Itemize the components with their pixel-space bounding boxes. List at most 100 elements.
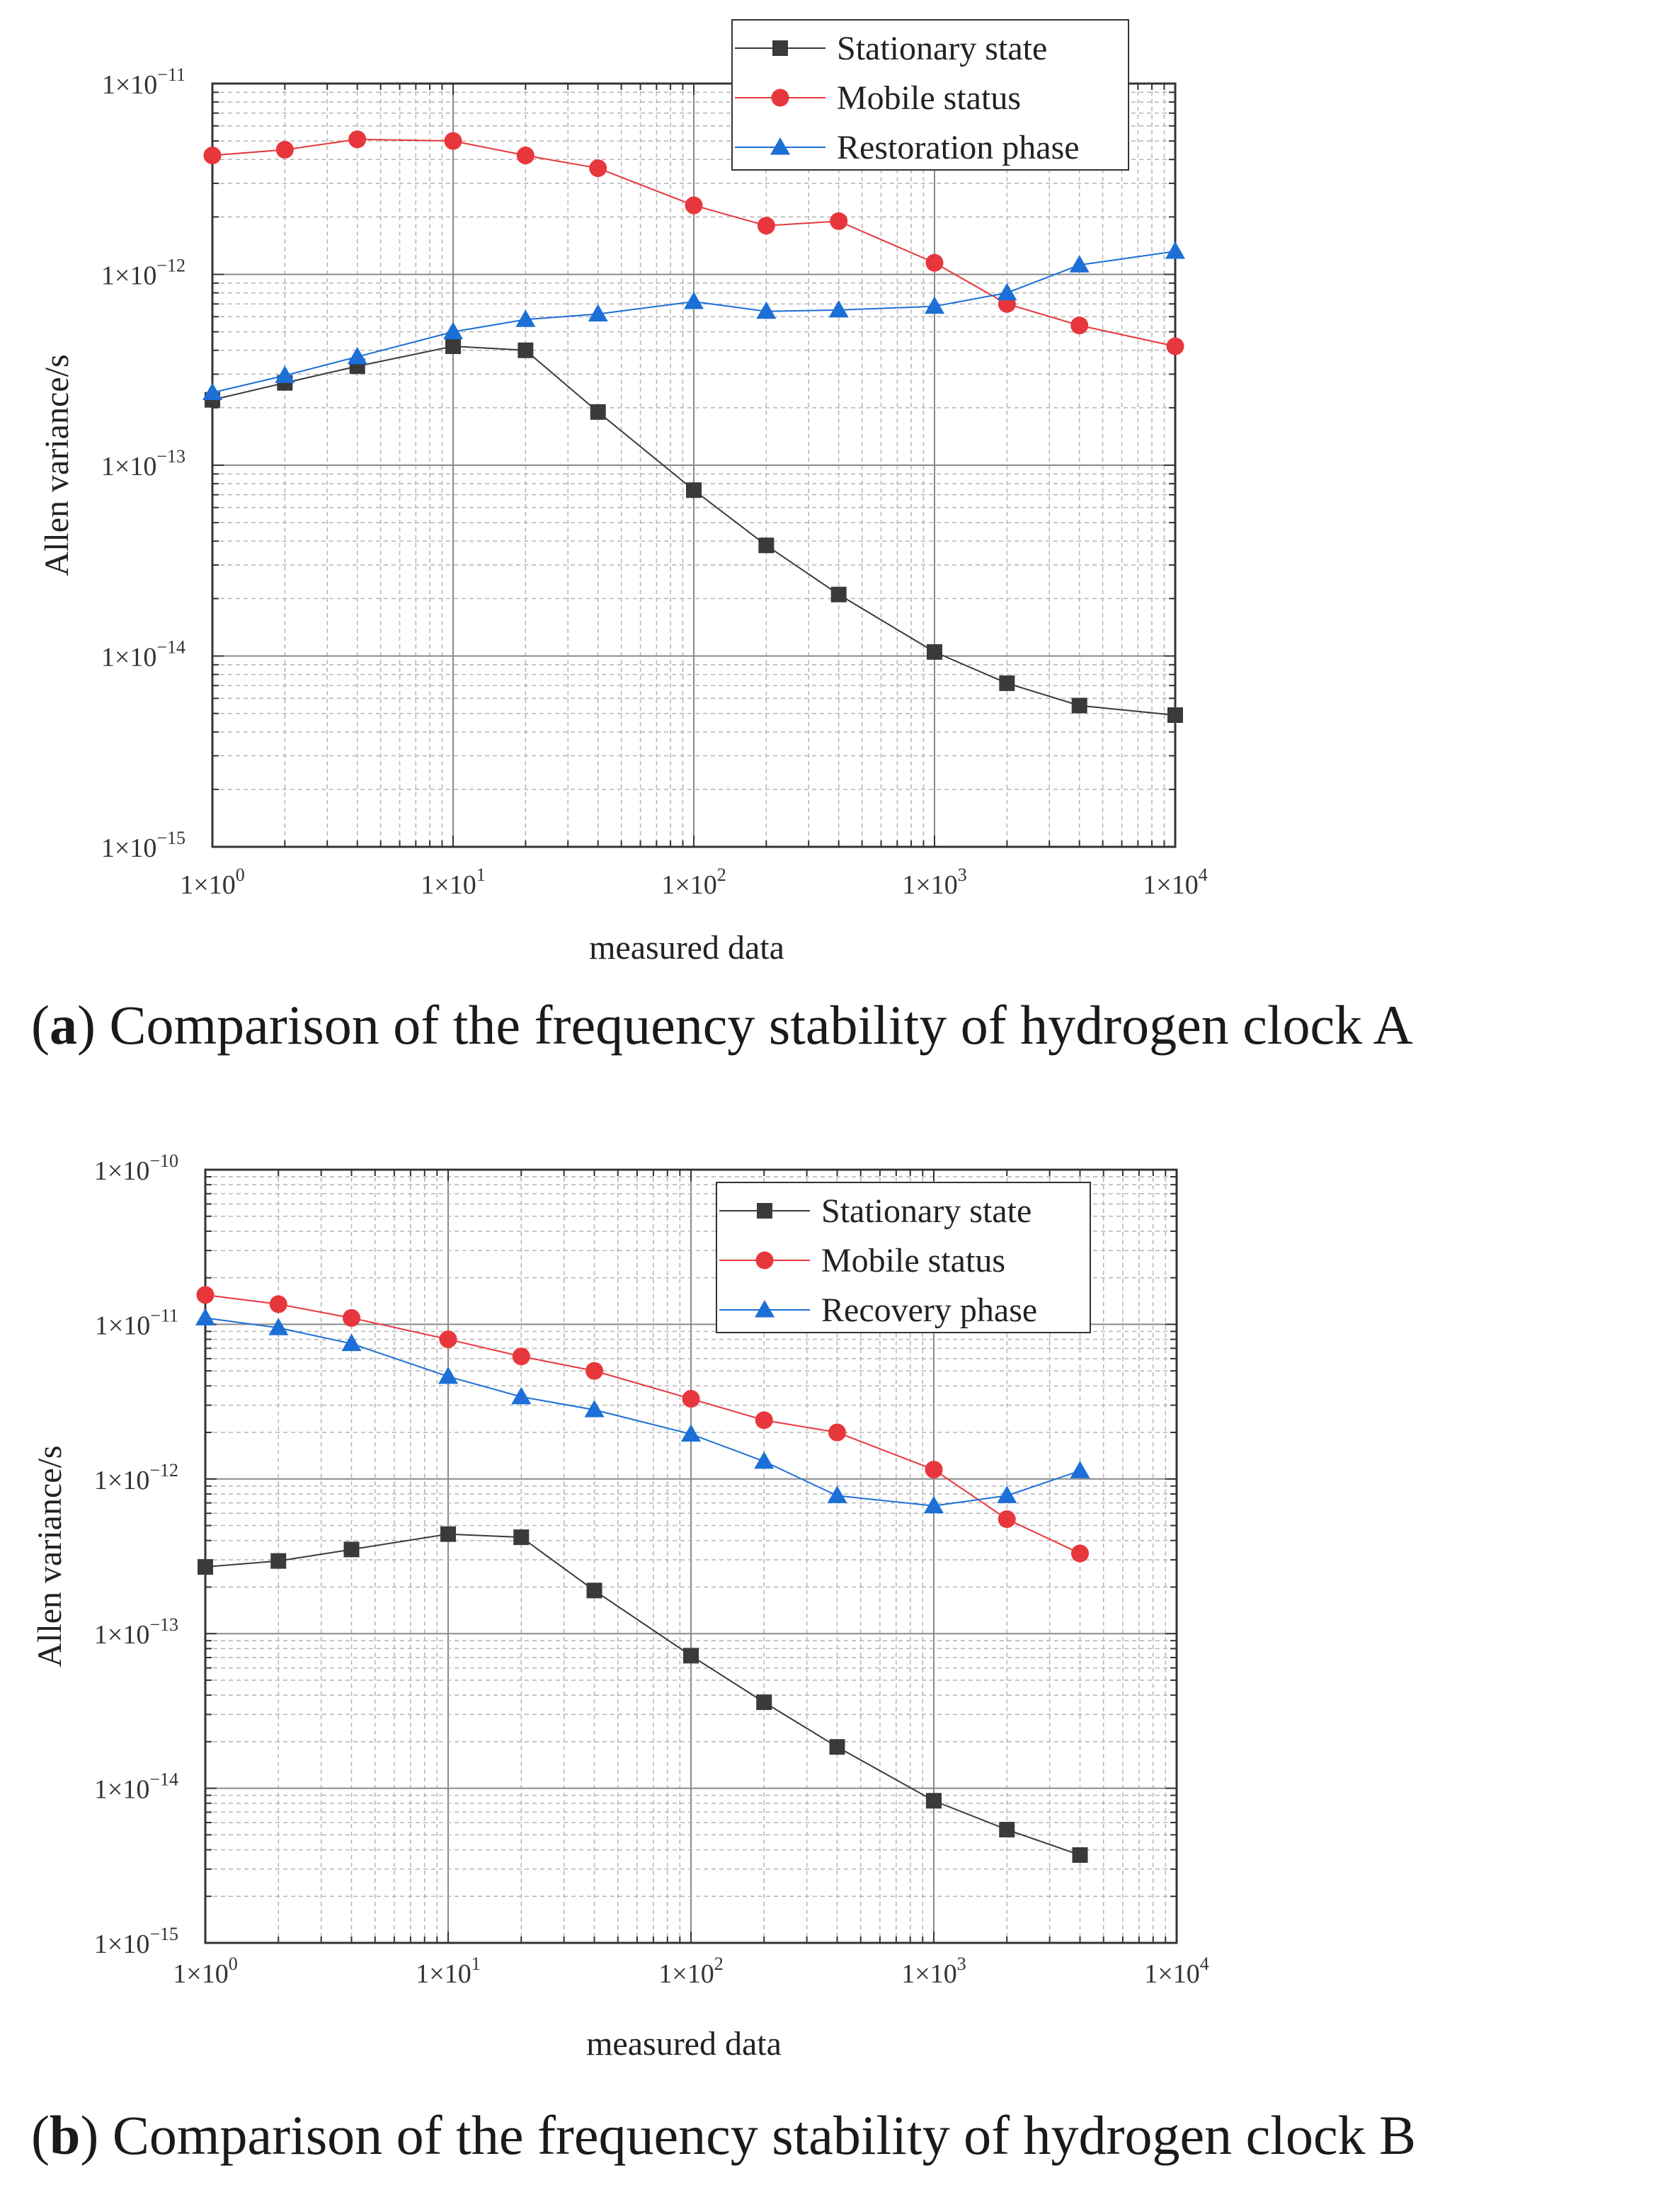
data-point-b-1: [682, 1390, 700, 1408]
data-point-b-0: [683, 1648, 699, 1664]
data-point-a-2: [275, 365, 295, 383]
x-tick-label-b: 1×103: [901, 1954, 966, 1989]
data-point-b-0: [829, 1739, 845, 1755]
chart-b: 1×100 1×101 1×102 1×103 1×104 1×10−10 1×10−11 1…: [31, 1151, 1209, 2063]
x-tick-label-a: 1×100: [180, 865, 244, 900]
data-point-a-0: [927, 644, 942, 660]
data-point-b-0: [270, 1553, 287, 1569]
legend-label-b-1: Mobile status: [821, 1242, 1005, 1279]
caption-b: (b) Comparison of the frequency stabilit…: [31, 2104, 1417, 2166]
legend-label-a-1: Mobile status: [837, 79, 1021, 117]
data-point-b-1: [828, 1423, 847, 1442]
y-tick-label-a: 1×10−13: [101, 446, 185, 481]
x-tick-label-a: 1×103: [902, 865, 966, 900]
data-point-a-1: [685, 196, 703, 215]
series-line-b-0: [205, 1533, 1080, 1856]
x-tick-label-b: 1×100: [173, 1954, 237, 1989]
data-point-b-0: [926, 1793, 942, 1809]
legend-box-b: [716, 1182, 1091, 1333]
y-tick-label-a: 1×10−15: [101, 828, 185, 863]
data-point-a-2: [588, 304, 608, 321]
legend-marker-a-0: [772, 40, 788, 56]
data-point-a-2: [347, 346, 367, 365]
data-point-b-1: [343, 1308, 361, 1327]
data-point-a-2: [997, 283, 1017, 301]
data-point-b-1: [925, 1461, 943, 1479]
data-point-a-0: [686, 482, 702, 498]
series-b-2: [195, 1308, 1090, 1514]
x-tick-label-b: 1×101: [416, 1954, 480, 1989]
data-point-b-2: [195, 1308, 215, 1325]
legend-label-a-0: Stationary state: [837, 30, 1047, 67]
data-point-b-0: [343, 1541, 360, 1558]
legend-label-b-2: Recovery phase: [821, 1291, 1037, 1329]
series-a-2: [202, 241, 1185, 401]
y-tick-label-b: 1×10−10: [94, 1151, 178, 1186]
data-point-b-0: [440, 1526, 456, 1542]
data-point-b-1: [1071, 1544, 1090, 1563]
x-tick-label-a: 1×102: [661, 865, 726, 900]
series-a-1: [203, 130, 1184, 355]
data-point-b-0: [513, 1529, 530, 1546]
chart-a: 1×100 1×101 1×102 1×103 1×104 1×10−11 1×10−12 1…: [38, 19, 1208, 966]
data-point-b-1: [512, 1347, 530, 1366]
data-point-b-0: [198, 1558, 213, 1575]
data-point-b-0: [756, 1694, 772, 1711]
data-point-b-2: [438, 1367, 458, 1384]
legend-marker-a-1: [771, 89, 789, 107]
data-point-a-0: [590, 404, 606, 420]
axis-ticks-a: [212, 83, 1176, 848]
data-point-a-1: [589, 159, 607, 178]
data-point-b-1: [998, 1510, 1016, 1529]
data-point-b-1: [439, 1330, 457, 1349]
x-tick-label-a: 1×101: [421, 865, 485, 900]
data-point-b-2: [1070, 1461, 1090, 1478]
data-point-a-2: [443, 321, 463, 340]
y-axis-label-b: Allen variance/s: [31, 1445, 69, 1667]
legend-b: Stationary state Mobile status Recovery ph…: [716, 1182, 1091, 1333]
series-b-1: [196, 1286, 1090, 1563]
data-point-a-0: [830, 586, 847, 603]
series-line-b-1: [205, 1294, 1080, 1554]
legend-marker-b-1: [755, 1251, 774, 1270]
caption-b-label: b: [49, 2104, 81, 2166]
data-point-b-2: [997, 1485, 1017, 1503]
data-point-a-2: [1069, 255, 1090, 273]
data-point-b-0: [999, 1822, 1015, 1838]
data-point-a-2: [1165, 241, 1185, 259]
x-axis-label-b: measured data: [586, 2025, 782, 2063]
data-point-b-0: [586, 1582, 602, 1599]
data-point-a-1: [925, 253, 944, 272]
caption-b-text: Comparison of the frequency stability of…: [112, 2104, 1417, 2166]
data-point-a-1: [275, 140, 294, 159]
legend-label-b-0: Stationary state: [821, 1192, 1032, 1230]
y-axis-label-a: Allen variance/s: [38, 354, 76, 576]
data-point-b-2: [341, 1333, 362, 1352]
data-point-a-1: [830, 212, 848, 230]
data-point-a-2: [828, 300, 849, 318]
y-tick-label-b: 1×10−15: [94, 1924, 178, 1959]
data-point-a-0: [1071, 697, 1087, 714]
x-tick-label-a: 1×104: [1143, 865, 1207, 900]
x-axis-label-a: measured data: [589, 929, 784, 966]
data-point-a-1: [348, 130, 367, 149]
data-point-b-2: [511, 1386, 532, 1405]
series-line-b-2: [205, 1317, 1080, 1507]
data-point-b-2: [827, 1485, 847, 1503]
legend-marker-a-2: [770, 137, 790, 155]
y-tick-label-b: 1×10−11: [95, 1305, 178, 1340]
caption-a: (a) Comparison of the frequency stabilit…: [31, 994, 1413, 1056]
data-point-b-1: [585, 1362, 604, 1380]
series-b-0: [198, 1526, 1088, 1863]
caption-a-text: Comparison of the frequency stability of…: [109, 994, 1413, 1056]
legend-label-a-2: Restoration phase: [837, 129, 1080, 166]
data-point-a-1: [1166, 337, 1184, 355]
axis-ticks-b: [205, 1169, 1177, 1944]
data-point-a-1: [444, 132, 462, 150]
data-point-b-2: [681, 1424, 701, 1442]
data-point-a-1: [757, 217, 775, 235]
data-point-a-1: [1070, 316, 1089, 335]
data-point-a-0: [999, 675, 1015, 691]
data-point-b-1: [196, 1286, 215, 1304]
